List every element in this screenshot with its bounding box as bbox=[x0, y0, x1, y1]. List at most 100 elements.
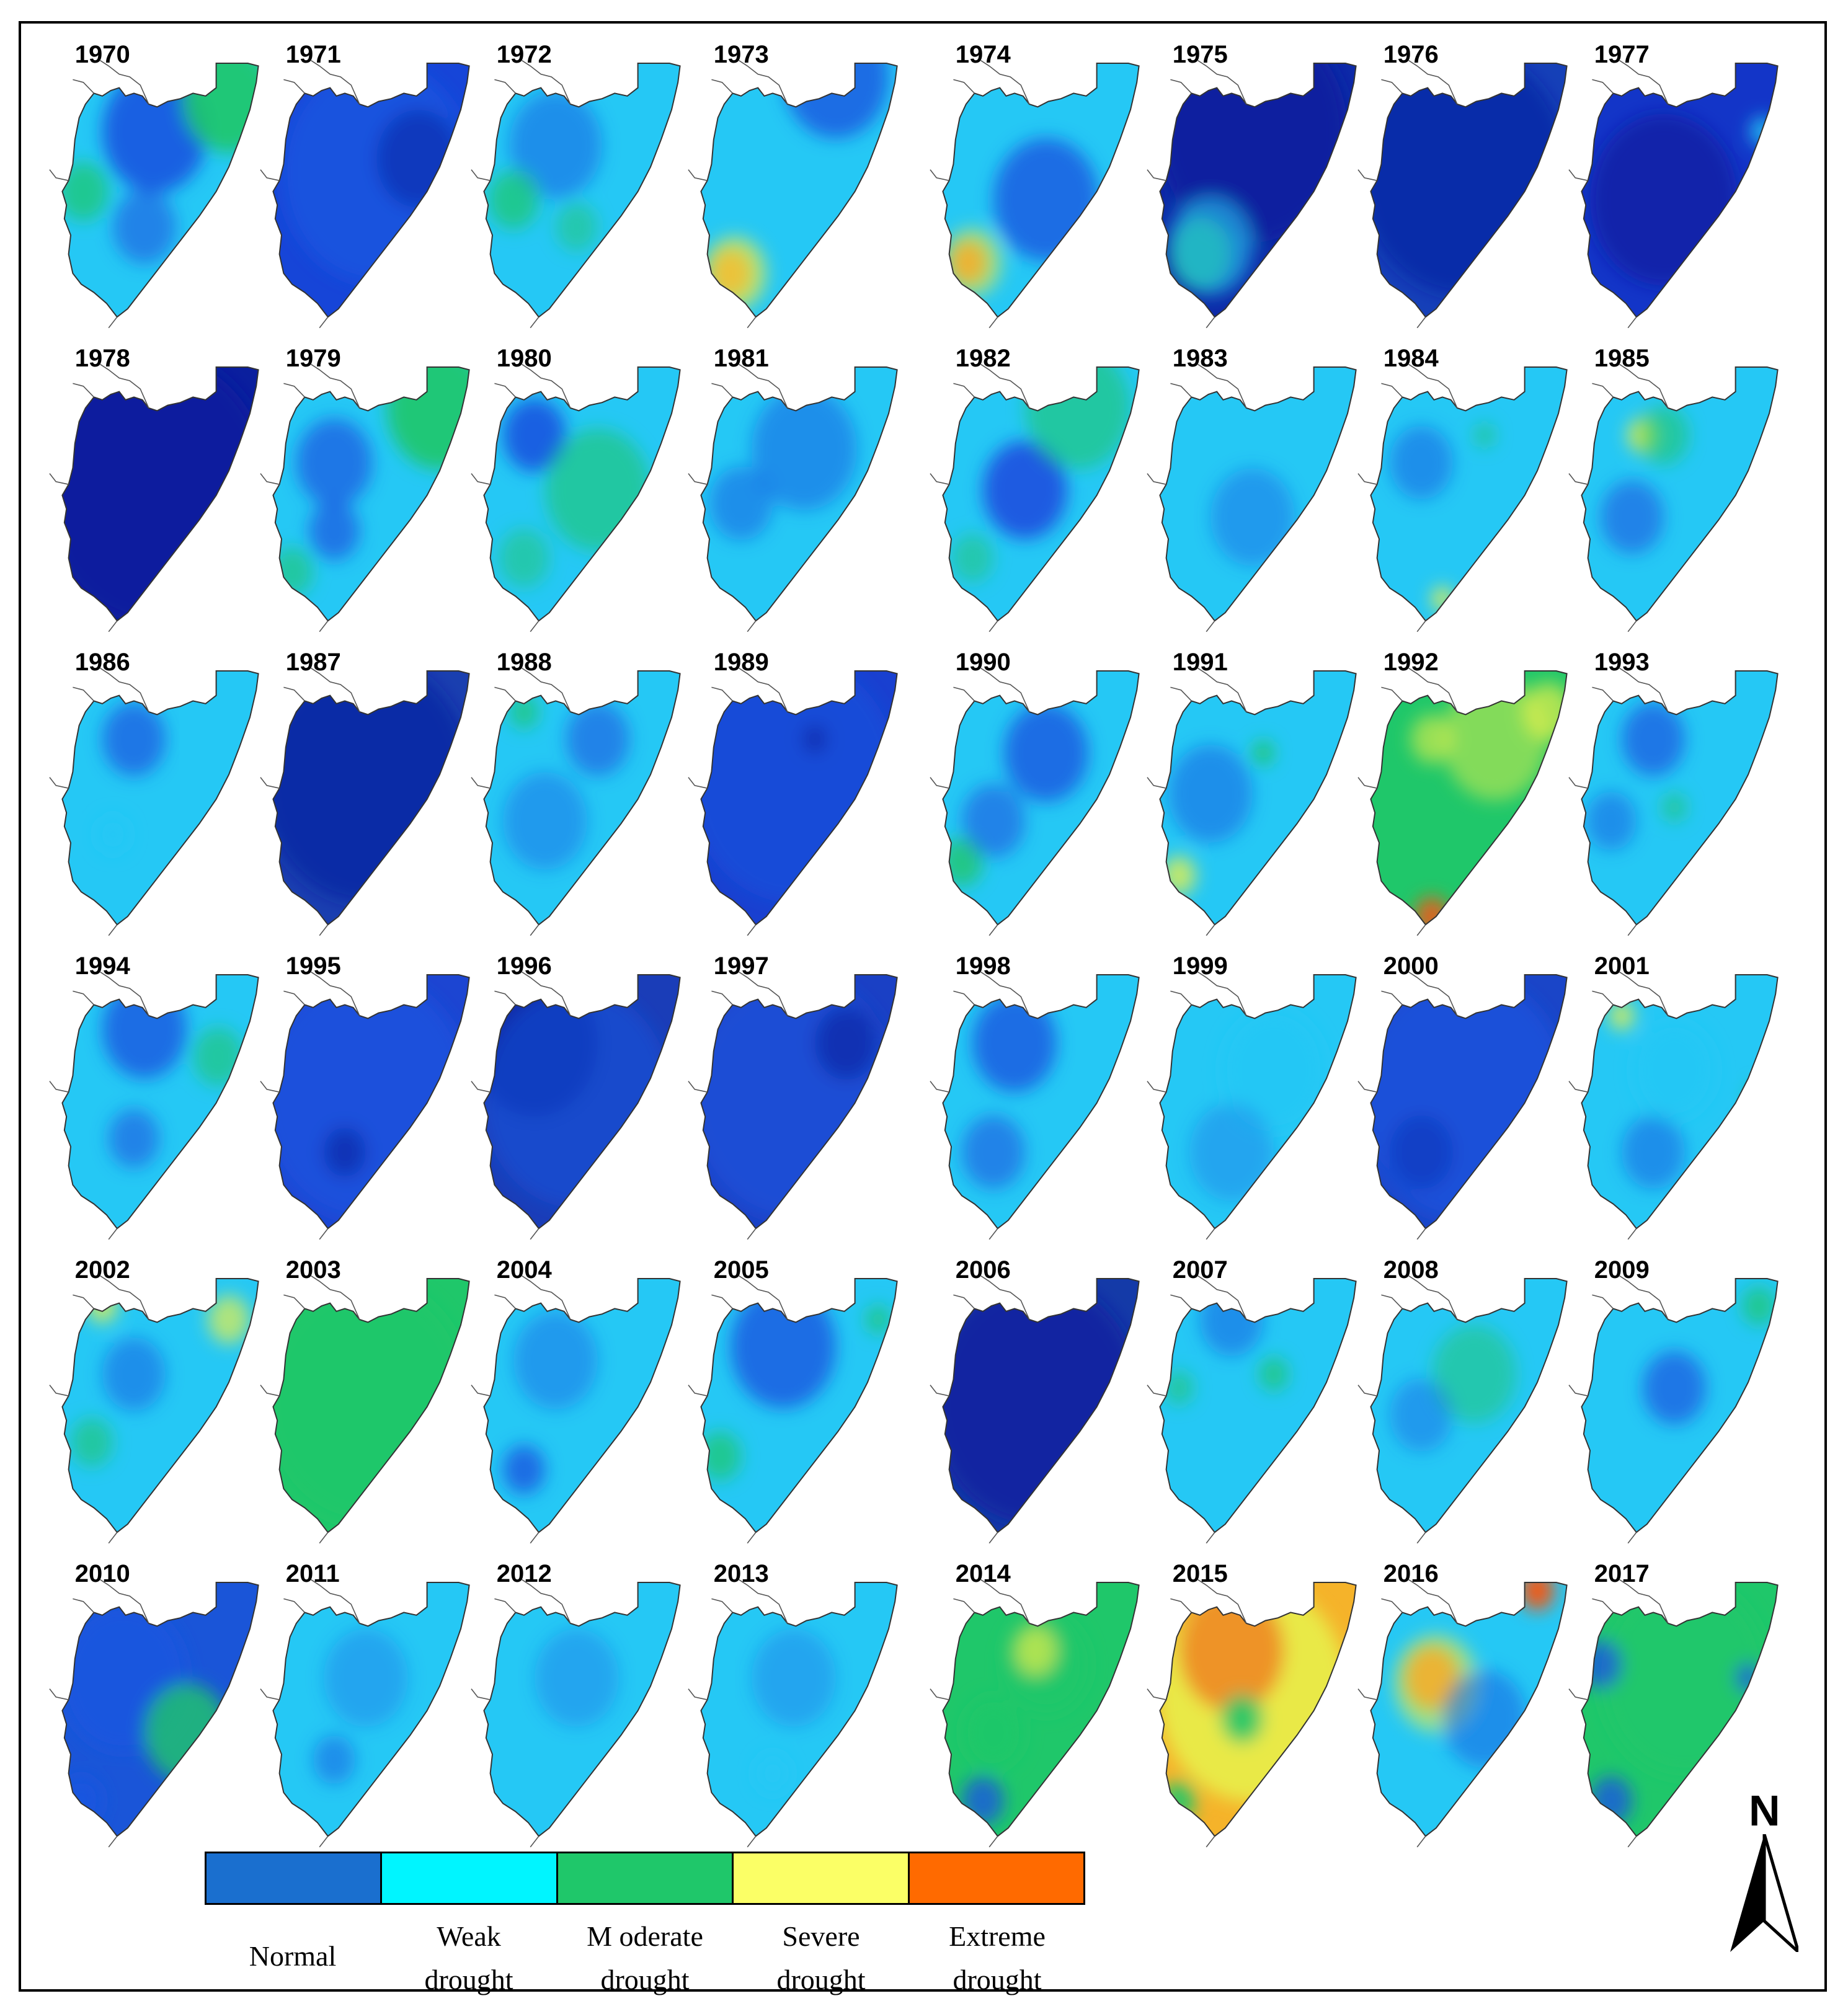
border-line bbox=[471, 169, 491, 181]
border-line bbox=[1568, 1081, 1588, 1093]
intensity-zone bbox=[1432, 1324, 1516, 1424]
border-line bbox=[1416, 316, 1426, 329]
border-line bbox=[739, 60, 788, 105]
border-line bbox=[283, 79, 305, 94]
border-line bbox=[471, 777, 491, 789]
border-line bbox=[1357, 169, 1377, 181]
border-line bbox=[953, 1294, 975, 1309]
border-line bbox=[1170, 383, 1192, 397]
border-line bbox=[522, 971, 571, 1016]
border-line bbox=[1619, 667, 1669, 712]
intensity-zone bbox=[1162, 1781, 1196, 1821]
year-label-1990: 1990 bbox=[955, 649, 1011, 676]
map-panel-1989 bbox=[688, 667, 898, 936]
border-line bbox=[1592, 686, 1614, 701]
year-label-2016: 2016 bbox=[1383, 1560, 1439, 1587]
legend-swatch-moderate bbox=[558, 1853, 734, 1903]
map-panel-2016 bbox=[1357, 1579, 1568, 1848]
border-line bbox=[1568, 169, 1588, 181]
border-line bbox=[688, 1081, 708, 1093]
map-panel-2005 bbox=[688, 1275, 898, 1544]
intensity-zone bbox=[865, 1305, 891, 1334]
intensity-zone bbox=[962, 1776, 1004, 1825]
border-line bbox=[1619, 971, 1669, 1016]
border-line bbox=[1357, 473, 1377, 485]
region-outline bbox=[942, 974, 1140, 1230]
border-line bbox=[711, 990, 733, 1005]
border-line bbox=[100, 363, 149, 409]
intensity-zone bbox=[1390, 425, 1453, 500]
border-line bbox=[1568, 473, 1588, 485]
intensity-zone bbox=[273, 671, 469, 903]
region-outline bbox=[1159, 366, 1357, 622]
year-label-1996: 1996 bbox=[496, 952, 552, 980]
border-line bbox=[1147, 1385, 1166, 1396]
border-line bbox=[73, 1294, 94, 1309]
border-line bbox=[980, 971, 1030, 1016]
region-outline bbox=[1370, 63, 1568, 318]
intensity-zone bbox=[1522, 682, 1567, 742]
region-outline bbox=[272, 1278, 470, 1533]
map-fill bbox=[62, 975, 259, 1229]
border-line bbox=[260, 1688, 280, 1700]
legend-swatch-extreme bbox=[909, 1853, 1084, 1903]
region-outline bbox=[272, 1582, 470, 1837]
intensity-zone bbox=[815, 1006, 878, 1080]
year-label-2003: 2003 bbox=[285, 1256, 341, 1284]
map-fill bbox=[943, 975, 1139, 1229]
year-label-1973: 1973 bbox=[713, 41, 769, 68]
region-outline bbox=[483, 366, 681, 622]
year-label-2010: 2010 bbox=[74, 1560, 130, 1587]
intensity-zone bbox=[488, 170, 539, 229]
border-line bbox=[1170, 1294, 1192, 1309]
intensity-zone bbox=[499, 528, 549, 588]
border-line bbox=[494, 383, 516, 397]
intensity-zone bbox=[701, 671, 897, 903]
border-line bbox=[494, 686, 516, 701]
intensity-zone bbox=[102, 980, 187, 1079]
year-label-2006: 2006 bbox=[955, 1256, 1011, 1284]
intensity-zone bbox=[1746, 1083, 1772, 1112]
border-line bbox=[930, 169, 949, 181]
year-label-1978: 1978 bbox=[74, 345, 130, 372]
region-outline bbox=[1370, 1278, 1568, 1533]
intensity-zone bbox=[1221, 1694, 1263, 1744]
intensity-zone bbox=[1168, 197, 1253, 295]
map-panel-2007 bbox=[1147, 1275, 1357, 1544]
region-outline bbox=[272, 63, 470, 318]
border-line bbox=[688, 1385, 708, 1396]
year-label-1998: 1998 bbox=[955, 952, 1011, 980]
map-fill bbox=[1581, 367, 1778, 621]
border-line bbox=[747, 1532, 757, 1544]
intensity-zone bbox=[701, 975, 897, 1220]
border-line bbox=[1206, 1228, 1215, 1240]
intensity-zone bbox=[1520, 1582, 1555, 1610]
border-line bbox=[711, 383, 733, 397]
intensity-zone bbox=[324, 1628, 408, 1728]
border-line bbox=[49, 169, 69, 181]
north-label: N bbox=[1749, 1786, 1780, 1835]
region-outline bbox=[61, 670, 259, 926]
region-outline bbox=[483, 63, 681, 318]
intensity-zone bbox=[193, 1027, 244, 1086]
border-line bbox=[73, 79, 94, 94]
map-panel-1972 bbox=[471, 60, 681, 329]
map-panel-2006 bbox=[930, 1275, 1140, 1544]
border-line bbox=[988, 620, 998, 632]
border-line bbox=[471, 473, 491, 485]
intensity-zone bbox=[1622, 702, 1685, 776]
legend-swatch-weak bbox=[382, 1853, 558, 1903]
border-line bbox=[319, 1228, 329, 1240]
border-line bbox=[522, 363, 571, 409]
intensity-zone bbox=[545, 428, 651, 551]
intensity-zone bbox=[1741, 1286, 1776, 1326]
intensity-zone bbox=[273, 975, 469, 1220]
border-line bbox=[1619, 363, 1669, 409]
intensity-zone bbox=[752, 1628, 836, 1728]
map-panel-1995 bbox=[260, 971, 470, 1240]
intensity-zone bbox=[1253, 740, 1274, 765]
border-line bbox=[739, 971, 788, 1016]
region-outline bbox=[700, 1582, 898, 1837]
map-panel-1985 bbox=[1568, 363, 1779, 632]
border-line bbox=[494, 1294, 516, 1309]
